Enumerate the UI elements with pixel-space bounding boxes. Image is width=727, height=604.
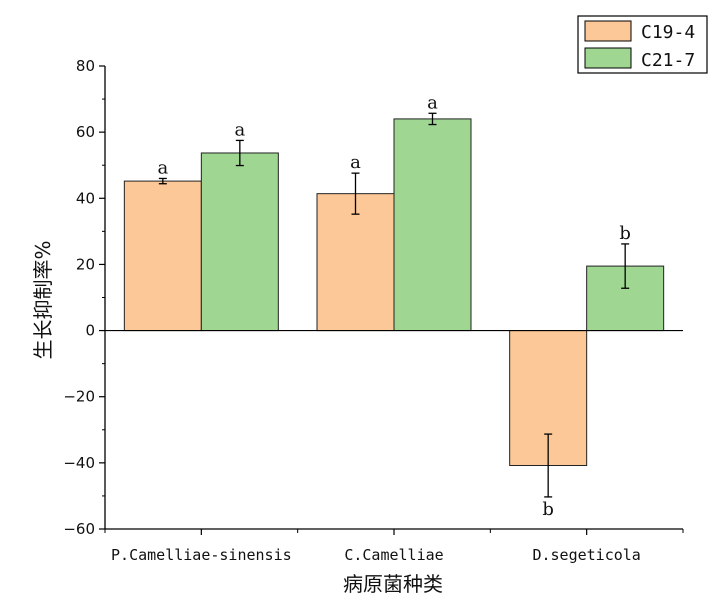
axes: −60 −40 −20 0 20 40 60 80 P.Camelliae-sinensis C.… [63, 57, 684, 564]
legend-swatch-c19-4 [584, 20, 632, 42]
y-tick-label: 60 [76, 123, 95, 141]
bar-c21-7-1 [200, 152, 279, 332]
x-tick-label: D.segeticola [532, 546, 640, 564]
y-tick-label: 40 [76, 189, 95, 207]
significance-label: b [619, 223, 631, 244]
y-tick-label: 80 [76, 57, 95, 75]
legend: C19-4 C21-7 [577, 15, 708, 74]
significance-label: a [234, 119, 245, 140]
y-tick-label: −60 [63, 520, 95, 538]
x-tick-label: P.Camelliae-sinensis [111, 546, 292, 564]
x-tick-label: C.Camelliae [344, 546, 443, 564]
significance-label: a [350, 152, 361, 173]
plot-area: a a b a a b [123, 92, 665, 520]
significance-label: a [157, 157, 168, 178]
legend-label-c21-7: C21-7 [641, 50, 695, 71]
y-tick-label: −20 [63, 388, 95, 406]
y-tick-label: 0 [85, 322, 95, 340]
significance-label: b [542, 499, 554, 520]
x-axis-title: 病原菌种类 [343, 572, 443, 596]
y-axis-title: 生长抑制率% [31, 240, 55, 359]
legend-label-c19-4: C19-4 [641, 22, 695, 43]
bar-c19-4-1 [123, 180, 202, 332]
legend-swatch-c21-7 [584, 47, 632, 69]
y-tick-label: −40 [63, 454, 95, 472]
bar-c19-4-2 [316, 193, 395, 332]
y-tick-label: 20 [76, 255, 95, 273]
significance-label: a [427, 92, 438, 113]
bar-c21-7-2 [393, 118, 472, 332]
